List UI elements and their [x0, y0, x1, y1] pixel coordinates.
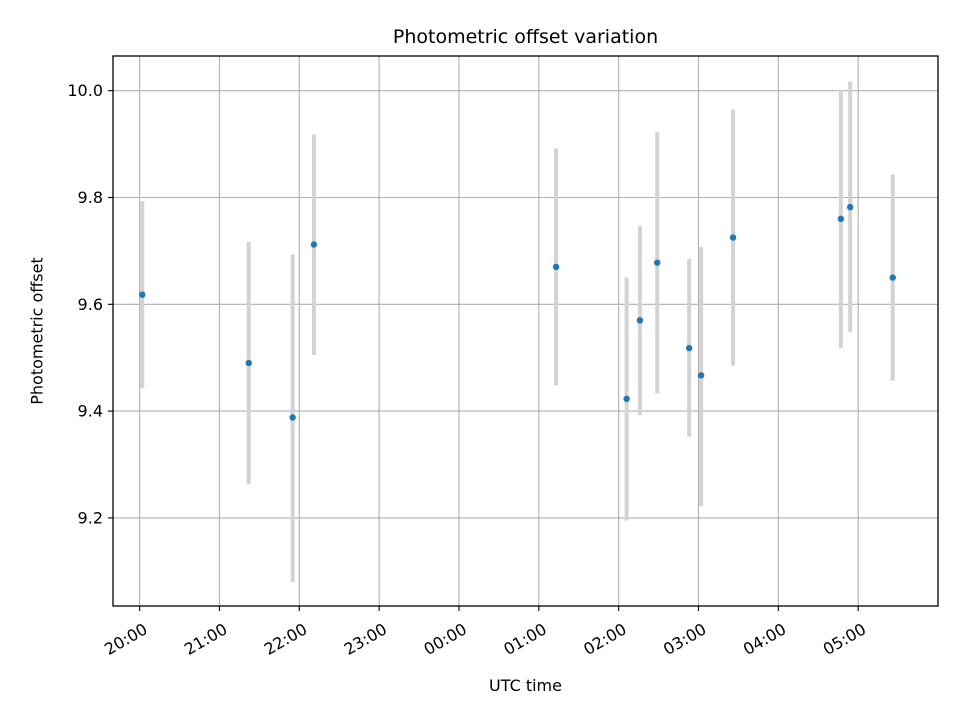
y-tick-label: 9.8: [78, 188, 103, 207]
data-point: [654, 259, 661, 266]
data-point: [685, 344, 693, 352]
x-axis-ticks: 20:00 21:00 22:00 23:00 00:00 01:00 02:00 03:00…: [101, 606, 869, 659]
x-tick-label: 02:00: [580, 619, 629, 659]
data-point: [889, 274, 896, 281]
data-point: [310, 241, 318, 248]
grid-lines: [113, 56, 938, 606]
x-tick-label: 03:00: [660, 619, 709, 659]
data-points: [139, 203, 896, 421]
data-point: [139, 291, 146, 298]
y-tick-label: 10.0: [67, 81, 103, 100]
error-bars: [140, 81, 895, 582]
y-tick-label: 9.6: [78, 295, 103, 314]
x-tick-label: 01:00: [500, 619, 549, 659]
data-point: [636, 317, 644, 324]
y-axis-ticks: 9.2 9.4 9.6 9.8 10.0: [67, 81, 113, 527]
data-point: [729, 234, 737, 241]
data-point: [552, 263, 560, 271]
chart-title: Photometric offset variation: [393, 26, 658, 48]
data-point: [846, 203, 854, 211]
x-tick-label: 00:00: [421, 619, 470, 659]
x-tick-label: 04:00: [740, 619, 789, 659]
plot-frame: [112, 55, 939, 607]
x-axis-title: UTC time: [489, 676, 562, 695]
x-tick-label: 22:00: [261, 619, 310, 659]
y-axis-title: Photometric offset: [28, 257, 47, 405]
x-tick-label: 21:00: [181, 619, 230, 659]
data-point: [697, 372, 705, 379]
data-point: [623, 395, 630, 403]
x-tick-label: 20:00: [101, 619, 150, 659]
data-point: [289, 414, 296, 421]
y-tick-label: 9.2: [78, 508, 103, 527]
data-point: [837, 215, 845, 223]
x-tick-label: 23:00: [341, 619, 390, 659]
data-point: [245, 359, 252, 367]
y-tick-label: 9.4: [78, 402, 103, 421]
x-tick-label: 05:00: [820, 619, 869, 659]
